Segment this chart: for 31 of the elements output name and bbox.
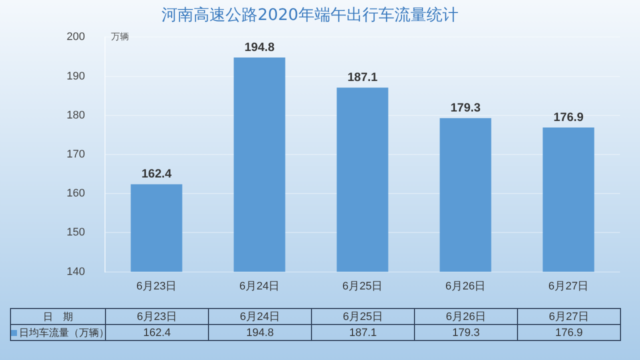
data-label: 162.4	[141, 166, 172, 181]
category-label: 6月25日	[342, 311, 384, 323]
text: 162.4	[143, 326, 171, 338]
y-tick-label: 160	[66, 188, 85, 200]
text: 194.8	[208, 324, 312, 340]
category-label: 6月23日	[136, 311, 178, 323]
y-tick-label: 150	[66, 226, 85, 239]
data-label: 194.8	[244, 40, 275, 54]
legend-label: 日均车流量（万辆）	[19, 328, 109, 338]
y-tick-label: 190	[66, 70, 85, 82]
y-axis-title: 万辆	[111, 32, 129, 43]
data-label: 176.9	[553, 110, 584, 124]
y-tick-label: 170	[66, 148, 85, 161]
y-tick-label: 180	[66, 109, 85, 122]
x-tick-label: 6月23日	[136, 280, 177, 292]
text: 187.1	[312, 324, 414, 340]
data-label: 187.1	[347, 70, 378, 84]
y-tick-label: 200	[66, 31, 85, 44]
y-tick-label: 140	[66, 266, 85, 278]
x-tick-label: 6月26日	[445, 280, 486, 292]
x-tick-label: 6月24日	[239, 280, 280, 292]
text: 179.3	[414, 324, 518, 340]
category-label: 6月27日	[548, 311, 590, 323]
x-axis-title: 日 期	[10, 308, 106, 324]
x-tick-label: 6月27日	[548, 280, 589, 292]
category-label: 6月24日	[240, 311, 280, 323]
chart-title: 河南高速公路2020年端午出行车流量统计	[162, 4, 458, 24]
data-label: 179.3	[450, 100, 481, 114]
text: 176.9	[518, 324, 620, 340]
category-label: 6月26日	[446, 311, 486, 323]
x-tick-label: 6月25日	[342, 280, 383, 292]
